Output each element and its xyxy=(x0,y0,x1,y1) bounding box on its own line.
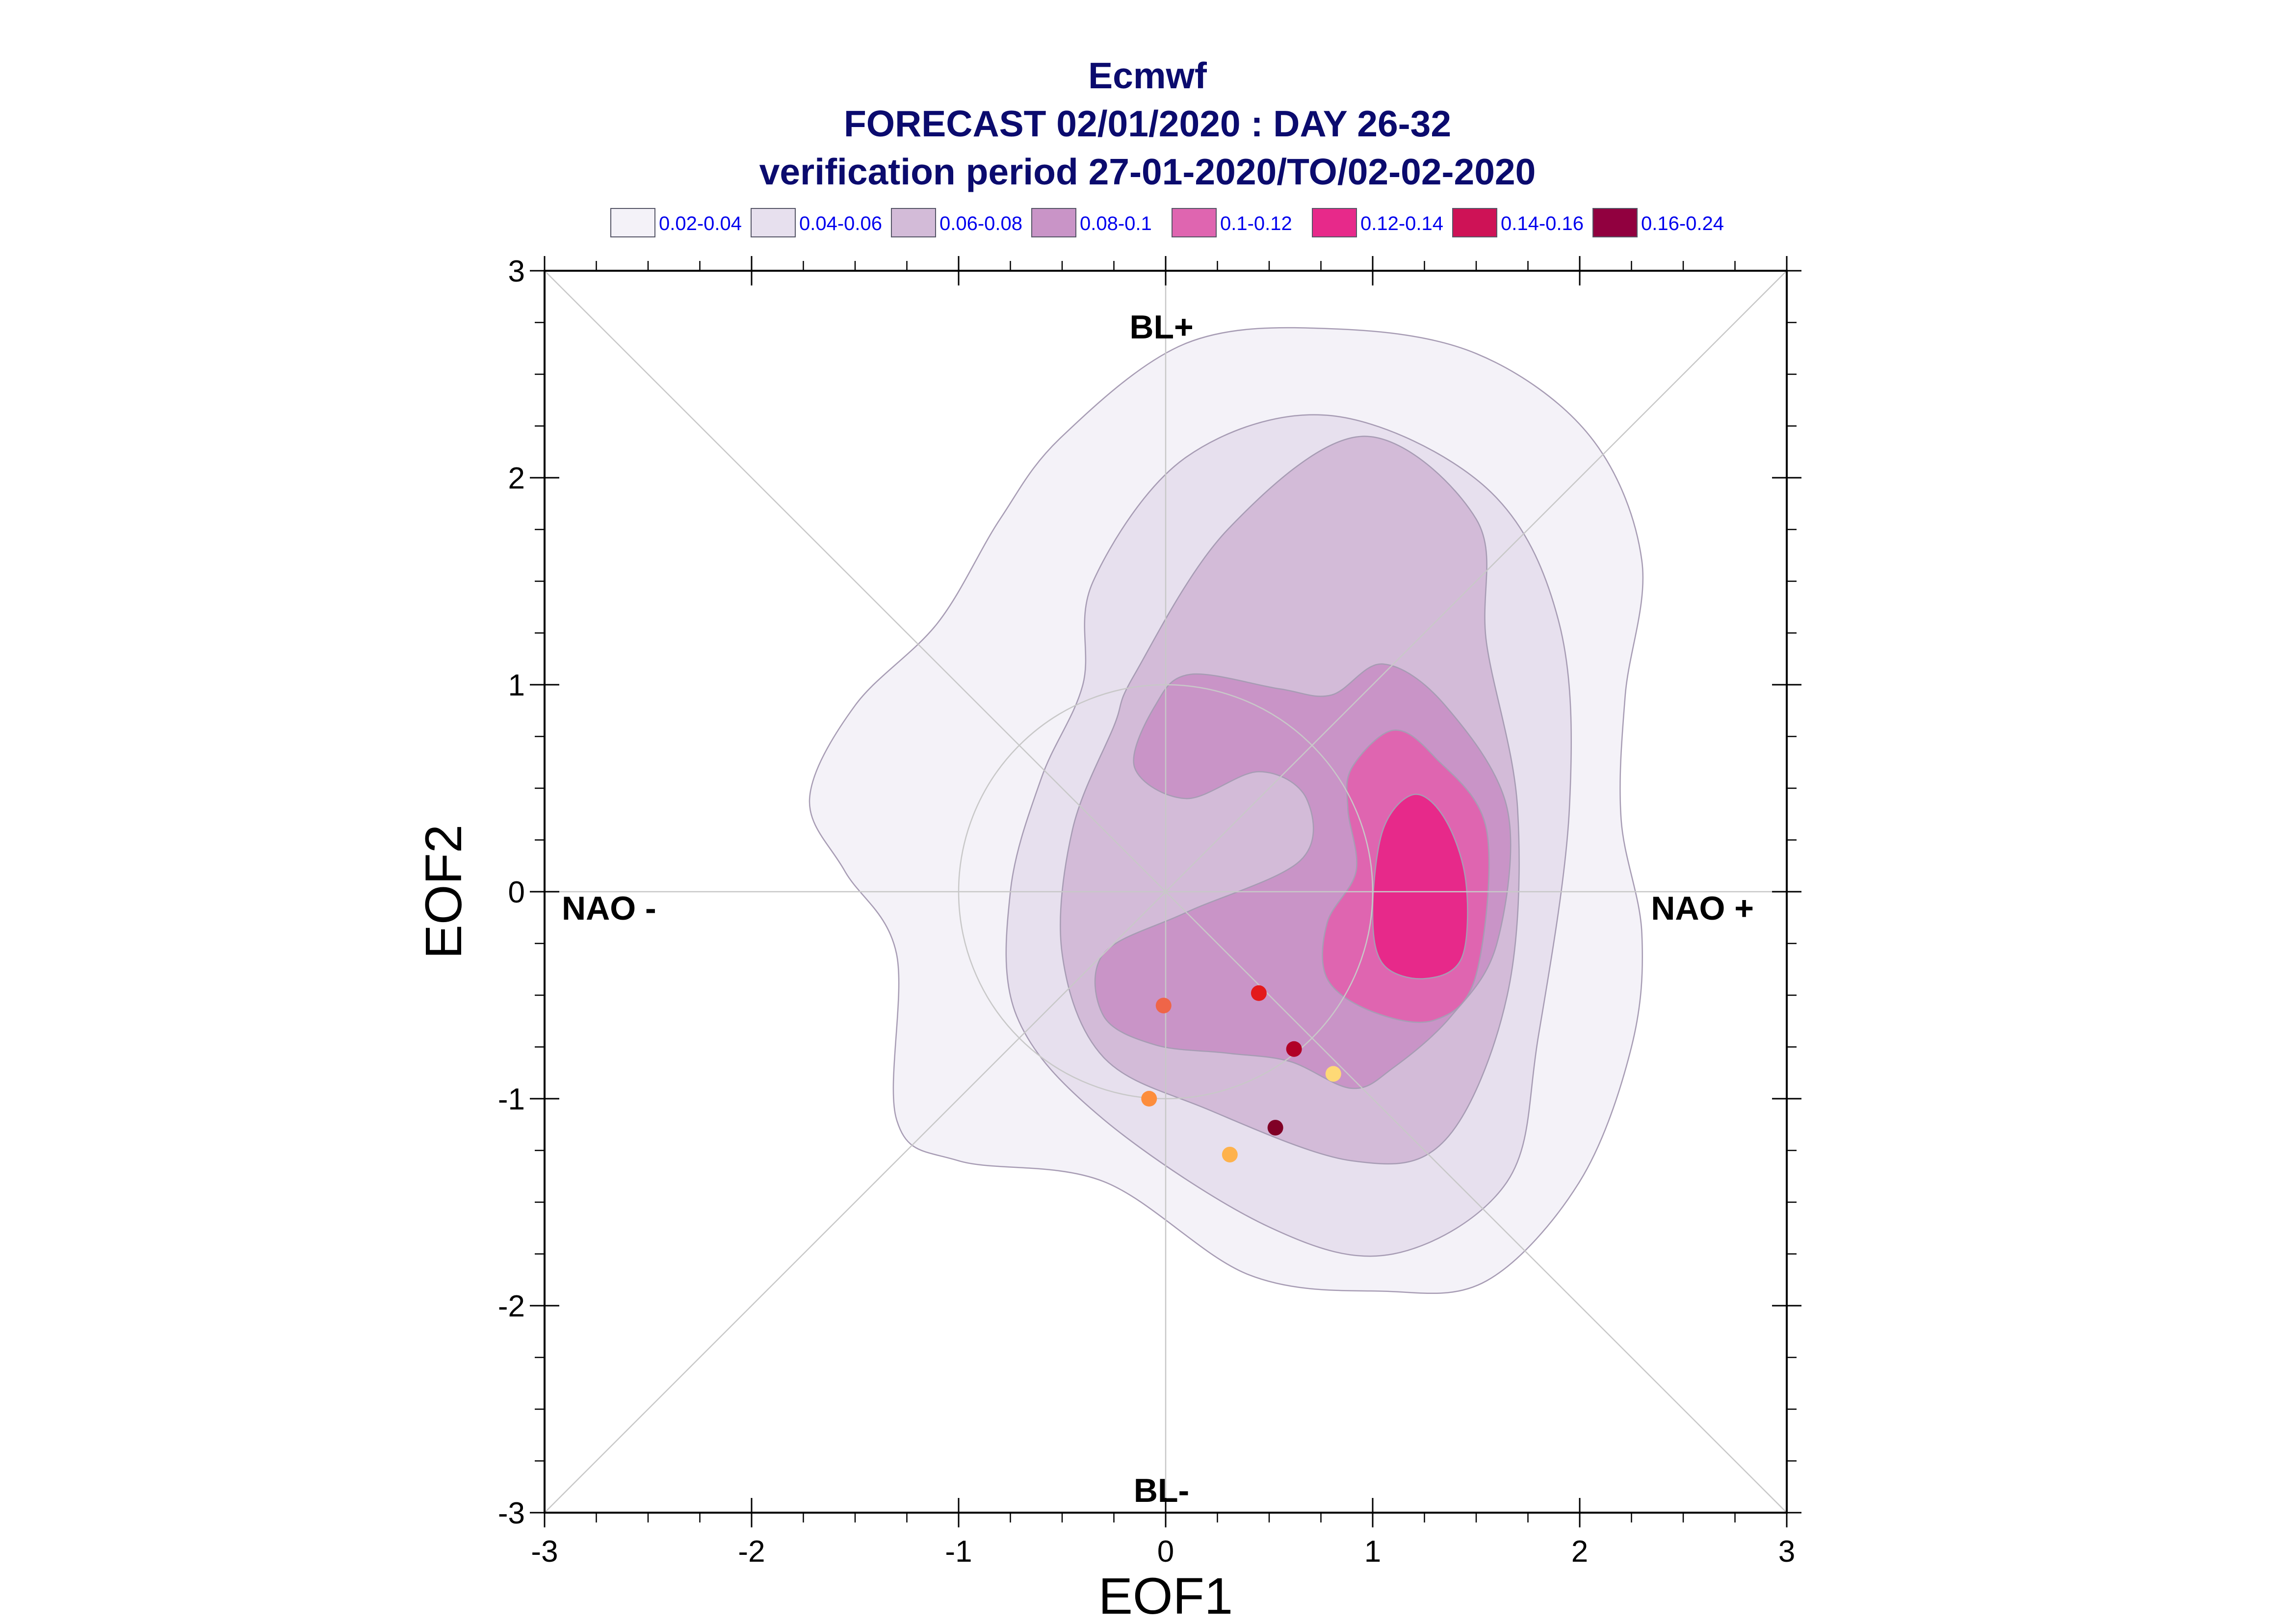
y-tick-label: 0 xyxy=(508,876,525,909)
y-axis-label: EOF2 xyxy=(415,825,472,959)
axes: -3 -2 -1 0 1 2 3 -3 -2 -1 0 1 2 3 EOF1 EOF2 xyxy=(415,255,1801,1624)
y-tick-label: -2 xyxy=(498,1289,525,1323)
x-tick-label: -3 xyxy=(531,1535,558,1569)
x-axis-label: EOF1 xyxy=(1098,1568,1233,1624)
annotation-nao-minus: NAO - xyxy=(562,890,656,927)
scatter-point-6 xyxy=(1267,1120,1283,1136)
legend-label-2: 0.04-0.06 xyxy=(799,213,882,234)
y-tick-label: -3 xyxy=(498,1496,525,1530)
legend-swatch-3 xyxy=(891,208,936,237)
scatter-point-1 xyxy=(1155,998,1172,1014)
title-line-1: Ecmwf xyxy=(1088,55,1207,96)
legend-swatch-6 xyxy=(1312,208,1357,237)
plot-area: BL+ BL- NAO - NAO + xyxy=(545,271,1787,1513)
legend-label-3: 0.06-0.08 xyxy=(939,213,1022,234)
unit-circle xyxy=(958,684,1374,1100)
legend-swatch-7 xyxy=(1452,208,1497,237)
legend-label-6: 0.12-0.14 xyxy=(1360,213,1443,234)
title-line-2: FORECAST 02/01/2020 : DAY 26-32 xyxy=(844,103,1451,144)
scatter-point-4 xyxy=(1325,1066,1341,1082)
legend-swatch-4 xyxy=(1031,208,1076,237)
y-tick-label: 1 xyxy=(508,669,525,702)
title-line-3: verification period 27-01-2020/TO/02-02-… xyxy=(759,151,1536,192)
legend-label-7: 0.14-0.16 xyxy=(1501,213,1584,234)
legend-swatch-1 xyxy=(610,208,655,237)
scatter-point-3 xyxy=(1286,1041,1302,1057)
plot-inner xyxy=(545,271,1787,1513)
y-tick-label: 3 xyxy=(508,255,525,288)
scatter-point-5 xyxy=(1141,1091,1157,1107)
y-tick-label: 2 xyxy=(508,462,525,495)
density-contour-0.12-0.14 xyxy=(1372,794,1468,980)
legend: 0.02-0.04 0.04-0.06 0.06-0.08 0.08-0.1 0.1-0… xyxy=(610,208,1724,237)
legend-swatch-8 xyxy=(1592,208,1638,237)
legend-swatch-2 xyxy=(751,208,796,237)
legend-label-8: 0.16-0.24 xyxy=(1641,213,1724,234)
legend-label-1: 0.02-0.04 xyxy=(659,213,742,234)
legend-swatch-5 xyxy=(1172,208,1217,237)
annotation-bl-plus: BL+ xyxy=(1129,309,1193,346)
x-tick-label: 3 xyxy=(1778,1535,1795,1569)
legend-label-5: 0.1-0.12 xyxy=(1220,213,1292,234)
scatter-point-7 xyxy=(1222,1146,1238,1162)
y-tick-label: -1 xyxy=(498,1083,525,1116)
annotation-nao-plus: NAO + xyxy=(1651,890,1754,927)
legend-label-4: 0.08-0.1 xyxy=(1080,213,1152,234)
scatter-point-2 xyxy=(1251,985,1267,1001)
x-tick-label: -2 xyxy=(738,1535,765,1569)
annotation-bl-minus: BL- xyxy=(1134,1472,1189,1509)
x-tick-label: 1 xyxy=(1364,1535,1381,1569)
x-tick-label: 0 xyxy=(1157,1535,1174,1569)
x-tick-label: -1 xyxy=(945,1535,972,1569)
x-tick-label: 2 xyxy=(1571,1535,1588,1569)
chart-title-block: Ecmwf FORECAST 02/01/2020 : DAY 26-32 veri… xyxy=(759,55,1536,192)
